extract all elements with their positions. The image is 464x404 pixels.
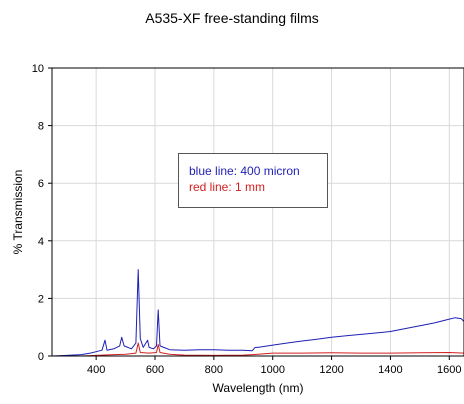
y-tick-label: 4 (38, 236, 44, 248)
x-tick-label: 600 (146, 364, 164, 376)
y-tick-label: 2 (38, 293, 44, 305)
x-tick-label: 1400 (378, 364, 402, 376)
y-axis: 0 2 4 6 8 10 (32, 63, 52, 363)
legend: blue line: 400 micron red line: 1 mm (178, 153, 328, 208)
y-axis-label: % Transmission (11, 170, 25, 255)
x-tick-label: 400 (87, 364, 105, 376)
series-line-1-mm (52, 342, 464, 357)
y-tick-label: 8 (38, 121, 44, 133)
x-tick-label: 800 (205, 364, 223, 376)
plot-frame (51, 67, 464, 357)
y-tick-label: 6 (38, 178, 44, 190)
legend-entry-red: red line: 1 mm (189, 180, 266, 194)
y-tick-label: 0 (38, 351, 44, 363)
grid-layer (52, 68, 464, 356)
legend-entry-blue: blue line: 400 micron (189, 164, 300, 178)
x-axis-label: Wavelength (nm) (213, 381, 304, 395)
chart-title: A535-XF free-standing films (145, 10, 319, 26)
series-layer (51, 269, 464, 357)
y-tick-label: 10 (32, 63, 44, 75)
x-axis: 400 600 800 1000 1200 1400 1600 (87, 356, 462, 376)
x-tick-label: 1000 (260, 364, 284, 376)
x-tick-label: 1200 (319, 364, 343, 376)
series-line-400-micron (51, 269, 464, 357)
x-tick-label: 1600 (437, 364, 461, 376)
